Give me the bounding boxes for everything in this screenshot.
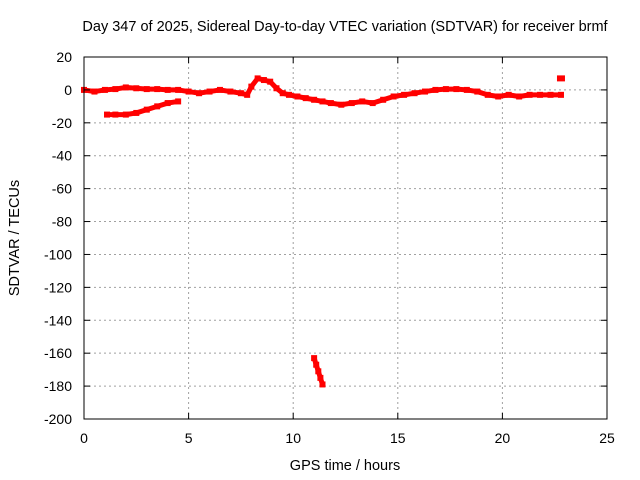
data-point bbox=[390, 93, 397, 100]
y-tick-label: -140 bbox=[44, 312, 72, 328]
y-tick-label: -200 bbox=[44, 411, 72, 427]
data-point bbox=[175, 86, 182, 93]
data-point bbox=[401, 91, 408, 98]
y-tick-label: -80 bbox=[52, 214, 72, 230]
data-point bbox=[154, 103, 161, 110]
data-point bbox=[122, 111, 129, 118]
x-tick-label: 10 bbox=[285, 430, 301, 446]
x-tick-label: 25 bbox=[599, 430, 615, 446]
data-point bbox=[547, 91, 554, 98]
x-tick-label: 0 bbox=[80, 430, 88, 446]
data-point bbox=[556, 75, 565, 82]
data-point bbox=[143, 86, 150, 93]
data-point bbox=[313, 361, 320, 368]
data-point bbox=[104, 111, 111, 118]
data-point bbox=[516, 93, 523, 100]
data-point bbox=[421, 88, 428, 95]
data-point bbox=[237, 90, 244, 97]
series-outlier-drop bbox=[311, 355, 326, 388]
x-axis-label: GPS time / hours bbox=[290, 458, 400, 474]
data-point bbox=[294, 93, 301, 100]
data-point bbox=[286, 91, 293, 98]
series-main bbox=[81, 75, 564, 108]
data-point bbox=[206, 88, 213, 95]
data-point bbox=[411, 90, 418, 97]
data-point bbox=[164, 100, 171, 107]
data-point bbox=[348, 100, 355, 107]
data-point bbox=[154, 86, 161, 93]
data-point bbox=[557, 91, 564, 98]
data-point bbox=[227, 88, 234, 95]
x-tick-label: 15 bbox=[390, 430, 406, 446]
x-tick-label: 5 bbox=[185, 430, 193, 446]
data-point bbox=[302, 95, 309, 102]
data-point bbox=[432, 86, 439, 93]
data-point bbox=[260, 77, 267, 84]
data-point bbox=[484, 91, 491, 98]
data-point bbox=[315, 368, 322, 375]
y-axis-label: SDTVAR / TECUs bbox=[7, 180, 23, 296]
data-point bbox=[143, 106, 150, 113]
data-point bbox=[273, 85, 280, 92]
data-point bbox=[327, 100, 334, 107]
y-tick-label: -60 bbox=[52, 181, 72, 197]
data-point bbox=[380, 96, 387, 103]
plot-frame bbox=[83, 56, 608, 420]
data-point bbox=[319, 98, 326, 105]
data-point bbox=[91, 88, 98, 95]
y-tick-label: -100 bbox=[44, 246, 72, 262]
data-point bbox=[254, 75, 261, 82]
data-point bbox=[196, 90, 203, 97]
series-late-point bbox=[556, 75, 565, 82]
y-tick-label: 0 bbox=[64, 82, 72, 98]
data-point bbox=[338, 101, 345, 108]
data-point bbox=[164, 86, 171, 93]
data-point bbox=[317, 374, 324, 381]
data-point bbox=[279, 90, 286, 97]
data-point bbox=[442, 86, 449, 93]
data-layer bbox=[81, 75, 565, 388]
y-tick-label: -180 bbox=[44, 378, 72, 394]
data-point bbox=[133, 85, 140, 92]
chart-title: Day 347 of 2025, Sidereal Day-to-day VTE… bbox=[82, 19, 608, 35]
x-tick-label: 20 bbox=[495, 430, 511, 446]
data-point bbox=[311, 96, 318, 103]
data-point bbox=[319, 381, 326, 388]
tick-layer: 0 5 10 15 20 25 20 0 -20 -40 -60 -80 -100 -120 -140 -16… bbox=[44, 49, 615, 446]
data-point bbox=[359, 98, 366, 105]
data-point bbox=[495, 93, 502, 100]
y-tick-label: -20 bbox=[52, 115, 72, 131]
y-tick-label: -120 bbox=[44, 279, 72, 295]
data-point bbox=[537, 91, 544, 98]
data-point bbox=[101, 86, 108, 93]
data-point bbox=[185, 88, 192, 95]
y-tick-label: -40 bbox=[52, 148, 72, 164]
data-point bbox=[175, 98, 182, 105]
data-point bbox=[505, 91, 512, 98]
data-point bbox=[369, 100, 376, 107]
grid-layer bbox=[84, 57, 607, 419]
data-point bbox=[248, 83, 255, 90]
data-point bbox=[474, 88, 481, 95]
data-point bbox=[267, 78, 274, 85]
y-tick-label: 20 bbox=[56, 49, 72, 65]
data-point bbox=[244, 91, 251, 98]
data-point bbox=[112, 111, 119, 118]
data-point bbox=[112, 86, 119, 93]
data-point bbox=[216, 86, 223, 93]
data-point bbox=[122, 84, 129, 91]
series-early-arc bbox=[104, 98, 182, 118]
data-point bbox=[526, 91, 533, 98]
data-point bbox=[311, 355, 318, 362]
data-point bbox=[463, 86, 470, 93]
data-point bbox=[133, 109, 140, 116]
data-point bbox=[453, 86, 460, 93]
y-tick-label: -160 bbox=[44, 345, 72, 361]
